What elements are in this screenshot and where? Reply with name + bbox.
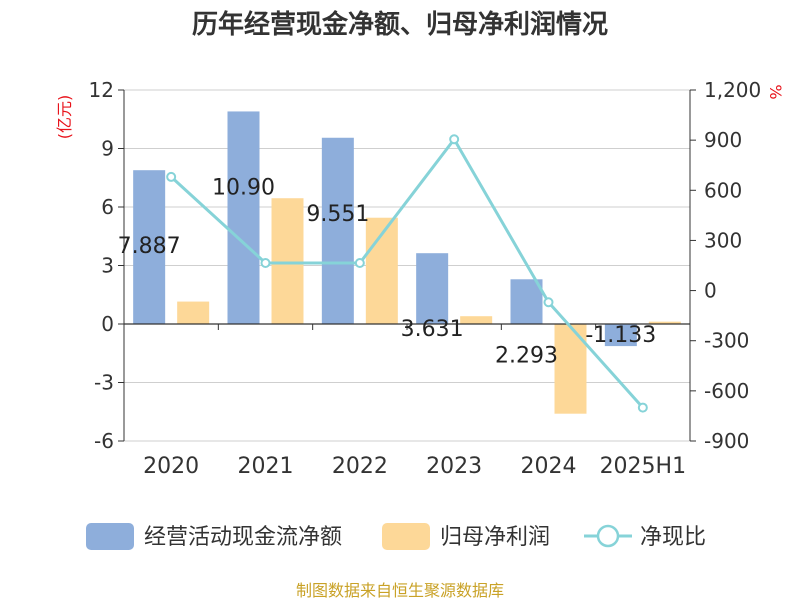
- right-tick-label: 900: [704, 128, 742, 152]
- legend-swatch-0: [86, 523, 134, 550]
- legend-swatch-1: [382, 523, 430, 550]
- bars: [133, 111, 681, 414]
- left-tick-label: 0: [101, 312, 114, 336]
- right-tick-label: 0: [704, 279, 717, 303]
- data-labels: 7.887 10.90 9.551 3.631 2.293 -1.133: [118, 175, 657, 368]
- bar-0-2: [321, 137, 354, 324]
- right-tick-label: -900: [704, 429, 749, 453]
- ratio-point-5: [637, 402, 648, 413]
- left-tick-label: 3: [101, 254, 114, 278]
- x-tick-label: 2024: [521, 454, 577, 479]
- right-tick-label: -300: [704, 329, 749, 353]
- bar-0-3: [416, 253, 449, 324]
- x-tick-label: 2021: [238, 454, 294, 479]
- bar-1-0: [177, 301, 210, 324]
- legend-label-1: 归母净利润: [440, 525, 550, 550]
- x-tick-label: 2023: [426, 454, 482, 479]
- legend-label-0: 经营活动现金流净额: [144, 525, 342, 550]
- x-tick-label: 2022: [332, 454, 388, 479]
- ratio-point-4: [543, 297, 554, 308]
- data-label-3: 3.631: [401, 317, 464, 342]
- right-tick-label: -600: [704, 379, 749, 403]
- left-tick-label: 6: [101, 195, 114, 219]
- legend-label-2: 净现比: [640, 525, 706, 550]
- left-tick-label: -6: [94, 429, 114, 453]
- bar-0-1: [227, 111, 260, 324]
- legend-marker-2: [596, 524, 620, 548]
- legend: 经营活动现金流净额 归母净利润 净现比: [86, 523, 706, 550]
- ratio-point-2: [354, 257, 365, 268]
- left-tick-label: 9: [101, 137, 114, 161]
- bar-1-5: [648, 321, 681, 324]
- bar-1-1: [271, 198, 304, 324]
- data-label-1: 10.90: [212, 175, 275, 200]
- left-tick-label: -3: [94, 371, 114, 395]
- ratio-point-1: [260, 257, 271, 268]
- bar-0-5: [604, 324, 637, 347]
- data-label-0: 7.887: [118, 234, 181, 259]
- left-axis-unit: (亿元): [55, 95, 74, 140]
- axes: 12 9 6 3 0 -3 -6 1,200 900 600 300 0 -300 -600 -900 202…: [89, 78, 762, 479]
- data-label-2: 9.551: [306, 202, 369, 227]
- ratio-point-3: [449, 134, 460, 145]
- data-label-5: -1.133: [585, 323, 656, 348]
- bar-0-0: [133, 170, 166, 324]
- left-tick-label: 12: [89, 78, 114, 102]
- x-tick-label: 2025H1: [600, 454, 687, 479]
- ratio-line-path: [170, 136, 644, 409]
- x-tick-label: 2020: [143, 454, 199, 479]
- chart-title: 历年经营现金净额、归母净利润情况: [192, 9, 608, 40]
- right-tick-label: 1,200: [704, 78, 761, 102]
- data-label-4: 2.293: [495, 343, 558, 368]
- right-tick-label: 600: [704, 178, 742, 202]
- ratio-point-0: [166, 171, 177, 182]
- ratio-line: [166, 134, 648, 413]
- bar-1-3: [460, 316, 493, 324]
- grid-lines: [124, 89, 690, 442]
- right-axis-unit: %: [766, 84, 785, 99]
- right-tick-label: 300: [704, 228, 742, 252]
- bar-0-4: [510, 279, 543, 324]
- source-note: 制图数据来自恒生聚源数据库: [296, 581, 504, 600]
